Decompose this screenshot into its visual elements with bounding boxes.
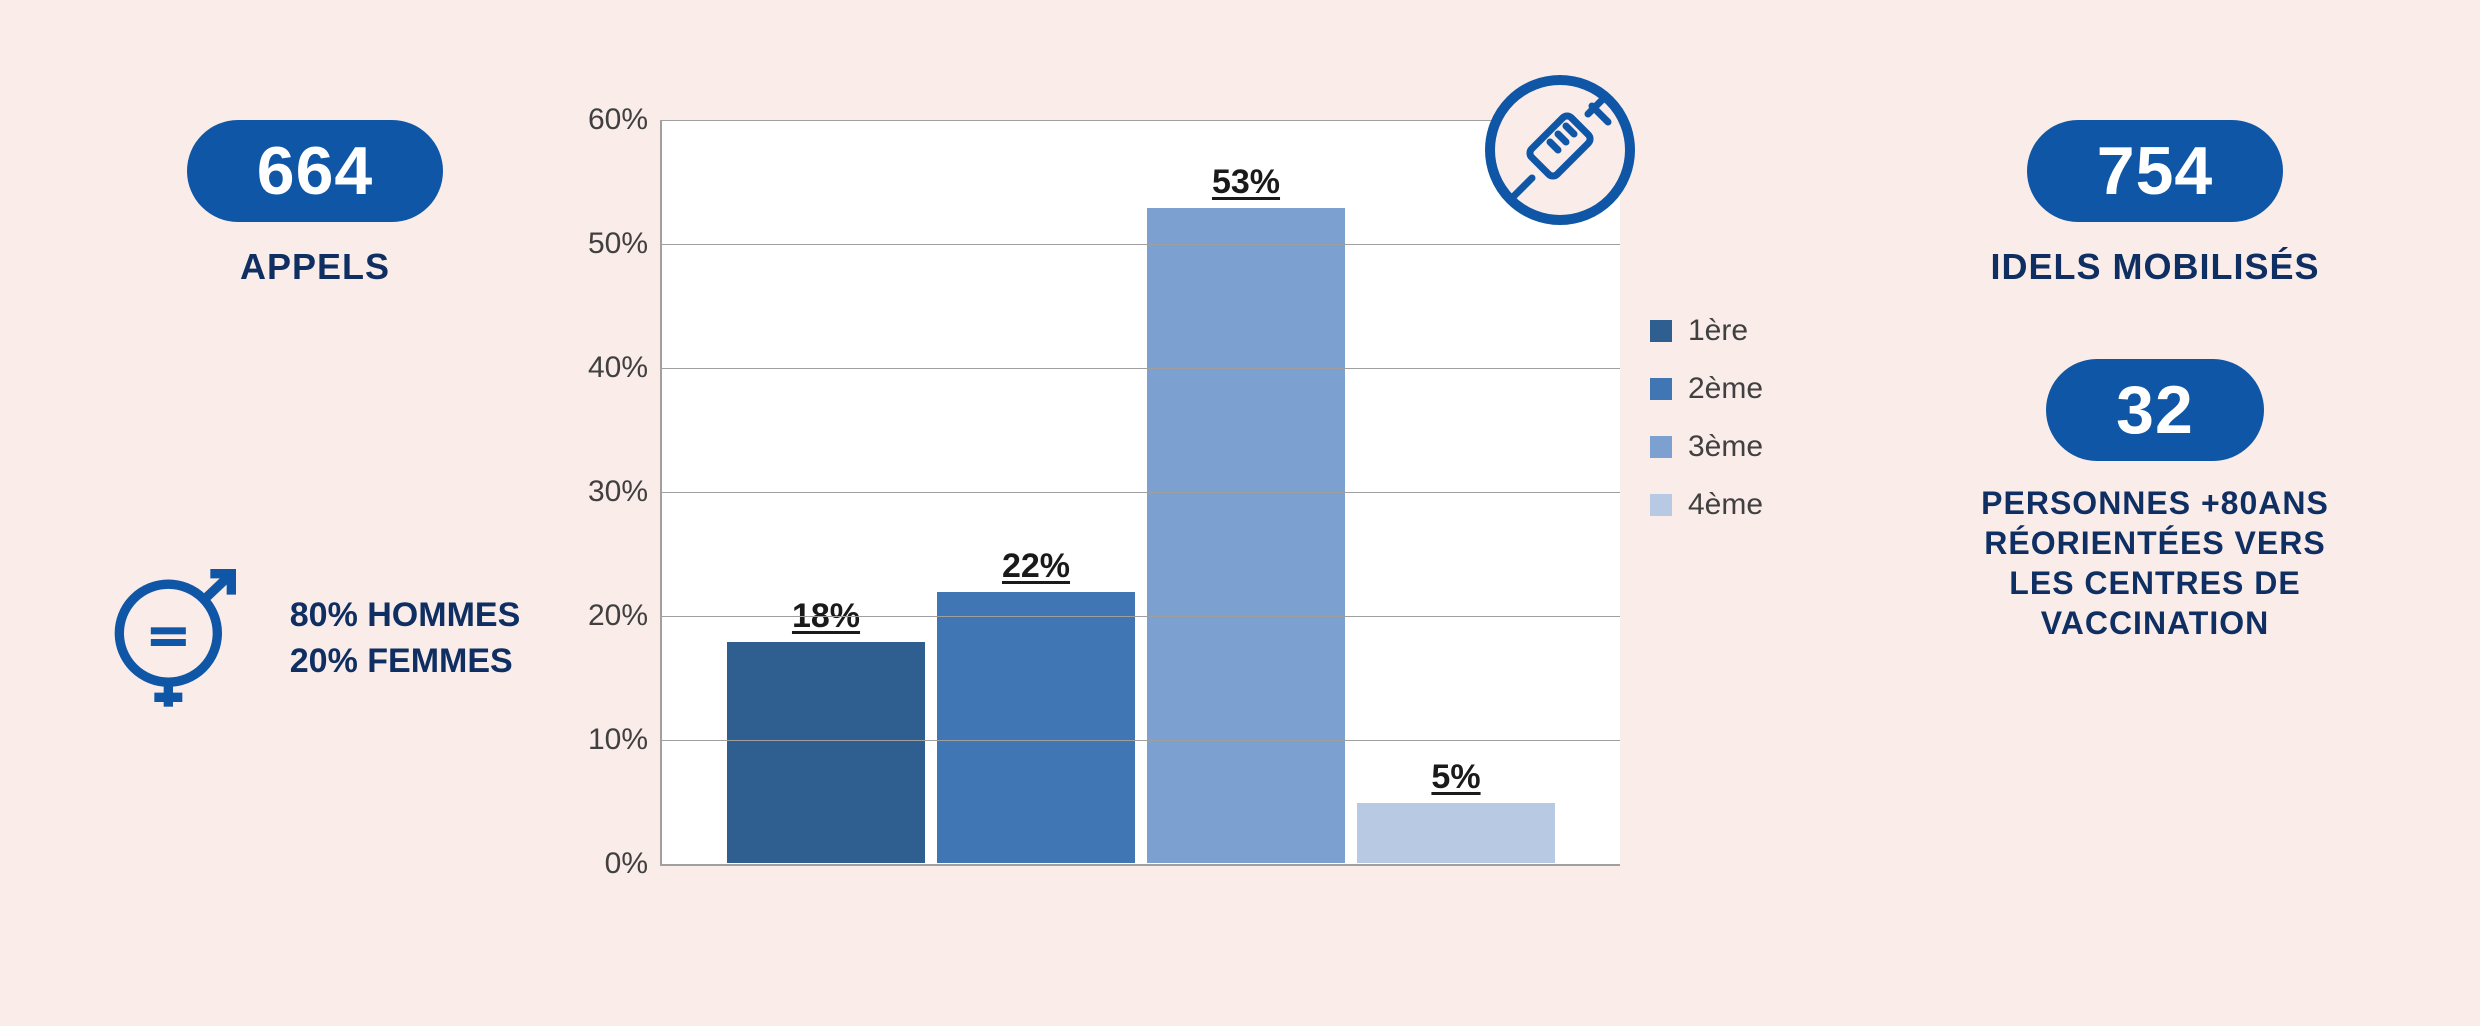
gender-line2: 20% FEMMES — [290, 639, 521, 685]
legend-item: 1ère — [1650, 314, 1900, 348]
y-axis-label: 30% — [588, 475, 662, 509]
bar-chart: 18%22%53%5% 0%10%20%30%40%50%60% — [660, 120, 1620, 866]
left-column: 664 APPELS 80% HOMMES 20% FEMMES — [100, 60, 530, 966]
y-axis-label: 20% — [588, 599, 662, 633]
bar-value-label: 53% — [1212, 163, 1280, 208]
stat-80ans: 32 PERSONNES +80ANSRÉORIENTÉES VERSLES C… — [1981, 359, 2329, 643]
legend-item: 3ème — [1650, 430, 1900, 464]
legend-swatch — [1650, 378, 1672, 400]
legend-item: 4ème — [1650, 488, 1900, 522]
gridline — [662, 616, 1620, 617]
gridline — [662, 368, 1620, 369]
gender-text: 80% HOMMES 20% FEMMES — [290, 593, 521, 685]
stat-idels-label: IDELS MOBILISÉS — [1990, 244, 2319, 289]
gender-block: 80% HOMMES 20% FEMMES — [110, 569, 521, 709]
gender-icon — [110, 569, 250, 709]
infographic-container: 664 APPELS 80% HOMMES 20% FEMMES — [100, 60, 2380, 966]
stat-appels: 664 APPELS — [187, 120, 443, 289]
bar-value-label: 18% — [792, 597, 860, 642]
bar-value-label: 5% — [1431, 758, 1480, 803]
legend-item: 2ème — [1650, 372, 1900, 406]
legend-swatch — [1650, 320, 1672, 342]
gridline — [662, 244, 1620, 245]
gridline — [662, 492, 1620, 493]
bar-2ème: 22% — [936, 591, 1136, 864]
right-column: 754 IDELS MOBILISÉS 32 PERSONNES +80ANSR… — [1930, 60, 2380, 966]
gender-line1: 80% HOMMES — [290, 593, 521, 639]
y-axis-label: 60% — [588, 103, 662, 137]
legend-swatch — [1650, 436, 1672, 458]
stat-80ans-label: PERSONNES +80ANSRÉORIENTÉES VERSLES CENT… — [1981, 483, 2329, 643]
y-axis-label: 40% — [588, 351, 662, 385]
chart-legend: 1ère 2ème 3ème 4ème — [1650, 290, 1900, 546]
bar-value-label: 22% — [1002, 547, 1070, 592]
y-axis-label: 50% — [588, 227, 662, 261]
gridline — [662, 120, 1620, 121]
stat-appels-value: 664 — [187, 120, 443, 222]
y-axis-label: 10% — [588, 723, 662, 757]
legend-swatch — [1650, 494, 1672, 516]
gridline — [662, 740, 1620, 741]
chart-wrap: 18%22%53%5% 0%10%20%30%40%50%60% 1ère2èm… — [560, 80, 1900, 926]
legend-label: 4ème — [1688, 488, 1763, 522]
chart-column: 18%22%53%5% 0%10%20%30%40%50%60% 1ère2èm… — [530, 60, 1930, 966]
bar-3ème: 53% — [1146, 207, 1346, 864]
legend-label: 3ème — [1688, 430, 1763, 464]
stat-idels: 754 IDELS MOBILISÉS — [1990, 120, 2319, 289]
bar-4ème: 5% — [1356, 802, 1556, 864]
bar-1ère: 18% — [726, 641, 926, 864]
legend-label: 1ère — [1688, 314, 1748, 348]
y-axis-label: 0% — [605, 847, 662, 881]
stat-80ans-value: 32 — [2046, 359, 2264, 461]
syringe-icon — [1480, 70, 1640, 230]
stat-idels-value: 754 — [2027, 120, 2283, 222]
legend-label: 2ème — [1688, 372, 1763, 406]
stat-appels-label: APPELS — [240, 244, 390, 289]
